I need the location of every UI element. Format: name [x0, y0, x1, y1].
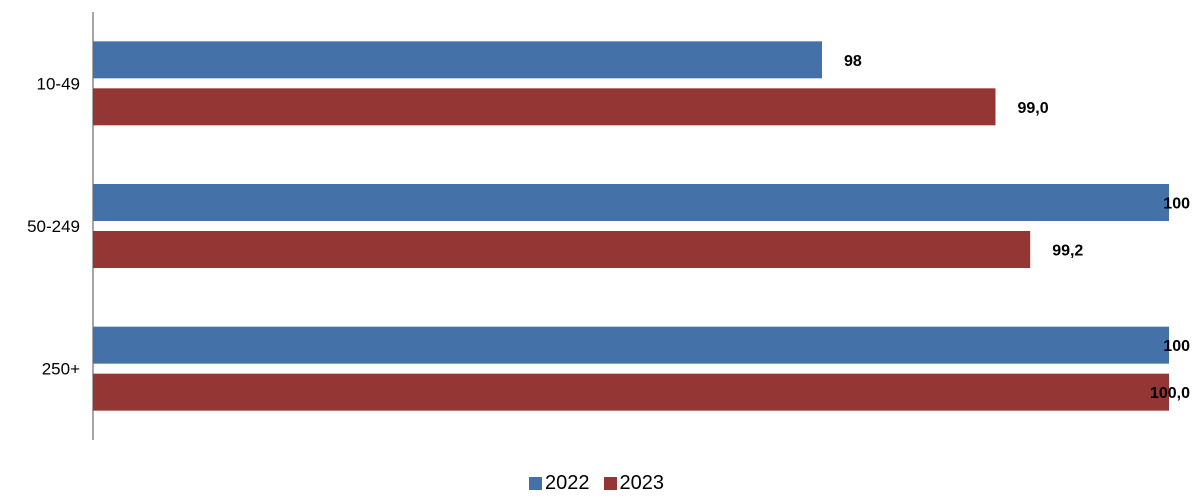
data-label-2022-250+: 100	[1163, 338, 1190, 355]
bar-2022-250+	[93, 326, 1169, 364]
bar-2022-10-49	[93, 41, 822, 79]
data-label-2023-250+: 100,0	[1150, 385, 1190, 402]
legend-label-2022: 2022	[545, 471, 590, 494]
category-label-50-249: 50-249	[27, 217, 80, 236]
legend-item-2023: 2023	[603, 471, 665, 495]
bars-group: 98 99,0 100 99,2 100 100,0	[93, 41, 1190, 411]
legend: 2022 2023	[0, 468, 1193, 498]
legend-item-2022: 2022	[529, 472, 590, 495]
data-label-2023-10-49: 99,0	[1018, 100, 1049, 117]
data-label-2022-10-49: 98	[844, 53, 862, 70]
legend-label-2023: 2023	[619, 471, 665, 494]
bar-chart: 98 99,0 100 99,2 100 100,0 10-49 50-249 250+	[27, 12, 1190, 440]
legend-swatch-2023	[603, 476, 617, 490]
data-label-2022-50-249: 100	[1163, 196, 1190, 213]
bar-2023-10-49	[93, 88, 996, 126]
bar-2022-50-249	[93, 184, 1169, 221]
bar-2023-250+	[93, 373, 1169, 411]
data-label-2023-50-249: 99,2	[1052, 243, 1083, 260]
bar-2023-50-249	[93, 231, 1031, 268]
category-label-250+: 250+	[42, 360, 80, 379]
category-label-10-49: 10-49	[37, 74, 80, 93]
legend-swatch-2022	[529, 476, 542, 490]
